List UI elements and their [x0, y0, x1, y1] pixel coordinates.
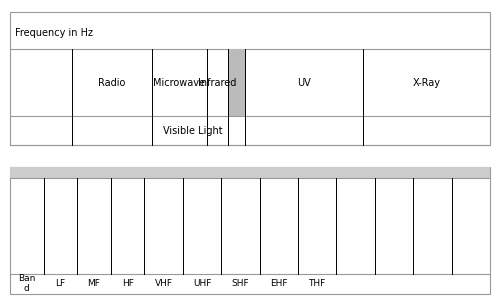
Bar — [228, 49, 245, 116]
Text: Radio: Radio — [98, 78, 126, 88]
Text: THF: THF — [308, 279, 326, 288]
Text: UV: UV — [297, 78, 311, 88]
Text: LF: LF — [56, 279, 66, 288]
Text: VHF: VHF — [154, 279, 172, 288]
Bar — [10, 167, 490, 294]
Text: MF: MF — [88, 279, 101, 288]
Text: EHF: EHF — [270, 279, 287, 288]
Text: HF: HF — [122, 279, 134, 288]
Text: Visible Light: Visible Light — [162, 126, 222, 136]
Text: Ban
d: Ban d — [18, 274, 36, 293]
Text: UHF: UHF — [193, 279, 211, 288]
Bar — [10, 12, 490, 145]
Text: Frequency in Hz: Frequency in Hz — [15, 28, 93, 38]
Text: SHF: SHF — [232, 279, 249, 288]
Bar — [10, 167, 490, 178]
Text: Infrared: Infrared — [198, 78, 237, 88]
Text: Microwave: Microwave — [153, 78, 205, 88]
Text: X-Ray: X-Ray — [412, 78, 440, 88]
